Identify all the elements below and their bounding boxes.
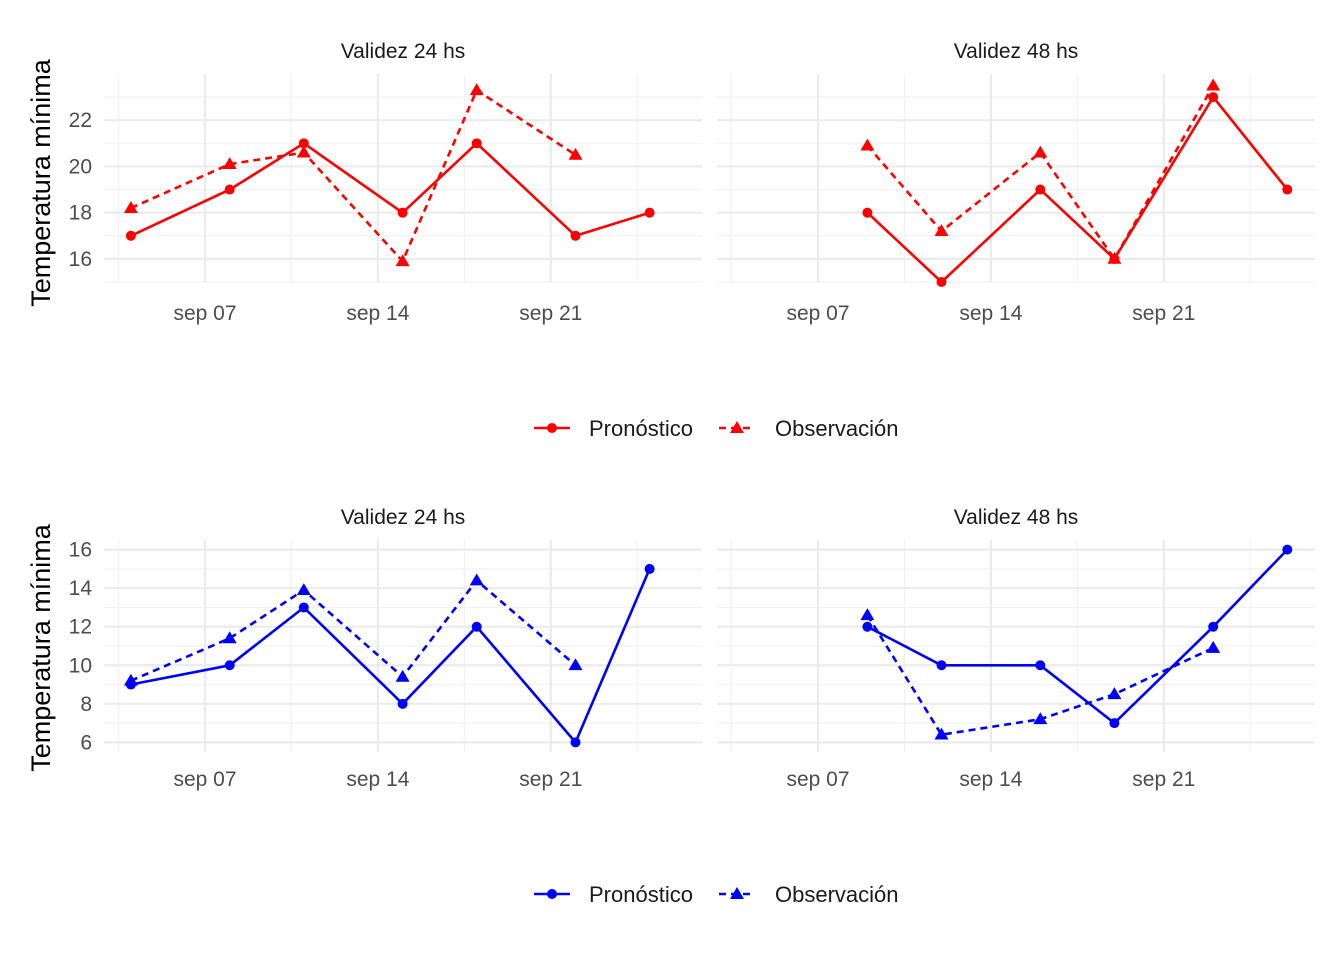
x-tick-label: sep 07 (786, 302, 849, 325)
forecast-line (130, 568, 651, 744)
x-tick-label: sep 14 (959, 302, 1022, 325)
y-tick-label: 10 (69, 654, 92, 677)
forecast-point (570, 737, 581, 748)
forecast-point (570, 230, 581, 241)
forecast-point (224, 660, 235, 671)
legend: Pronóstico Observación (534, 416, 899, 441)
forecast-point (862, 207, 873, 218)
y-tick-label: 16 (69, 248, 92, 271)
observation-point (860, 138, 875, 151)
forecast-point (936, 277, 947, 287)
observation-point (934, 727, 949, 740)
observation-point (222, 631, 237, 644)
forecast-point (644, 207, 655, 218)
facet-panel: sep 07 sep 14 sep 21 Validez 48 hs (717, 506, 1315, 791)
forecast-point (862, 621, 873, 632)
legend-observation-marker (730, 421, 744, 433)
forecast-point (1282, 544, 1293, 555)
observation-point (469, 83, 484, 96)
y-axis-title: Temperatura mínima (26, 58, 56, 307)
observation-line (866, 84, 1215, 261)
y-tick-label: 22 (69, 109, 92, 132)
observation-point (860, 608, 875, 621)
x-tick-label: sep 14 (346, 768, 409, 791)
forecast-line (866, 95, 1289, 284)
x-tick-label: sep 07 (173, 768, 236, 791)
x-tick-label: sep 21 (1132, 302, 1195, 325)
forecast-point (397, 207, 408, 218)
observation-point (395, 669, 410, 682)
forecast-point (1109, 718, 1120, 729)
observation-point (123, 201, 138, 213)
x-tick-label: sep 14 (346, 302, 409, 325)
x-tick-label: sep 21 (519, 768, 582, 791)
forecast-point (1035, 660, 1046, 671)
observation-line (130, 88, 577, 263)
forecast-point (1282, 184, 1293, 195)
legend-forecast-label: Pronóstico (589, 416, 693, 441)
observation-point (1206, 78, 1221, 91)
y-tick-label: 20 (69, 155, 92, 178)
legend-observation-marker (730, 887, 744, 899)
observation-point (296, 145, 311, 158)
forecast-point (224, 184, 235, 195)
forecast-point (644, 563, 655, 574)
legend-observation-label: Observación (775, 416, 899, 441)
chart-block-2: 6 8 10 12 14 16 sep 07 sep 14 sep 21 Validez 24 h… (26, 506, 1315, 907)
observation-line (130, 579, 577, 682)
forecast-point (397, 698, 408, 709)
forecast-point (471, 138, 482, 149)
forecast-point (1208, 621, 1219, 632)
legend-observation-label: Observación (775, 882, 899, 907)
forecast-point (298, 602, 309, 613)
forecast-point (936, 660, 947, 671)
forecast-point (1208, 92, 1219, 103)
legend-forecast-label: Pronóstico (589, 882, 693, 907)
y-tick-label: 8 (80, 693, 92, 716)
observation-point (1206, 640, 1221, 653)
y-axis-title: Temperatura mínima (26, 523, 56, 772)
facet-panel: 6 8 10 12 14 16 sep 07 sep 14 sep 21 Validez 24 h… (69, 506, 702, 791)
observation-point (1107, 687, 1122, 700)
forecast-line (866, 548, 1289, 725)
facet-title: Validez 24 hs (341, 40, 466, 63)
legend-forecast-marker (547, 423, 557, 433)
legend: Pronóstico Observación (534, 882, 899, 907)
observation-point (568, 147, 583, 160)
observation-point (934, 224, 949, 237)
y-tick-label: 18 (69, 202, 92, 225)
forecast-point (125, 230, 136, 241)
y-tick-label: 14 (69, 577, 93, 600)
observation-point (395, 254, 410, 267)
facet-title: Validez 24 hs (341, 506, 466, 529)
observation-point (1033, 145, 1048, 158)
y-tick-label: 6 (80, 731, 92, 754)
forecast-point (1035, 184, 1046, 195)
observation-point (296, 583, 311, 596)
chart-block-1: 16 18 20 22 sep 07 sep 14 sep 21 Validez 24 hs s… (26, 40, 1315, 441)
observation-point (568, 658, 583, 671)
x-tick-label: sep 07 (786, 768, 849, 791)
forecast-point (298, 138, 309, 149)
x-tick-label: sep 14 (959, 768, 1022, 791)
y-tick-label: 16 (69, 539, 92, 562)
x-tick-label: sep 21 (519, 302, 582, 325)
x-tick-label: sep 21 (1132, 768, 1195, 791)
observation-point (123, 673, 138, 686)
facet-title: Validez 48 hs (954, 40, 1079, 63)
facet-panel: 16 18 20 22 sep 07 sep 14 sep 21 Validez 24 hs (69, 40, 702, 325)
legend-forecast-marker (547, 889, 557, 899)
observation-point (1033, 712, 1048, 725)
observation-point (222, 157, 237, 170)
observation-point (469, 573, 484, 586)
x-tick-label: sep 07 (173, 302, 236, 325)
y-tick-label: 12 (69, 616, 92, 639)
facet-title: Validez 48 hs (954, 506, 1079, 529)
facet-panel: sep 07 sep 14 sep 21 Validez 48 hs (717, 40, 1315, 325)
observation-point (1107, 251, 1122, 264)
forecast-point (471, 621, 482, 632)
